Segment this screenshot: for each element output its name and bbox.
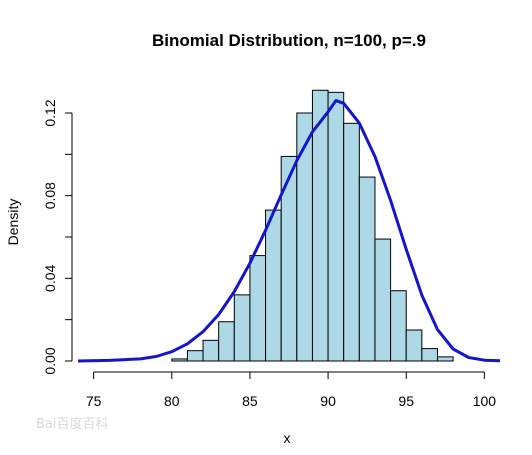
- histogram-bar: [405, 329, 423, 362]
- x-tick-label: 75: [86, 393, 102, 409]
- y-axis: 0.00 0.04 0.08 0.12: [42, 99, 73, 375]
- histogram-bar: [327, 91, 345, 362]
- histogram-bar: [202, 339, 220, 362]
- histogram-bar: [218, 321, 235, 362]
- histogram-bars: [171, 89, 454, 362]
- histogram-bar: [374, 238, 392, 362]
- y-tick-label: 0.00: [42, 347, 58, 374]
- histogram-bar: [358, 176, 376, 362]
- chart-title: Binomial Distribution, n=100, p=.9: [152, 31, 426, 50]
- x-axis-label: x: [284, 430, 291, 446]
- x-tick-label: 85: [242, 393, 258, 409]
- y-tick-label: 0.08: [42, 182, 58, 209]
- density-curve: [77, 99, 501, 363]
- x-tick-label: 95: [398, 393, 414, 409]
- x-tick-label: 80: [164, 393, 180, 409]
- histogram-bar: [436, 356, 454, 362]
- y-tick-label: 0.12: [42, 99, 58, 126]
- x-tick-label: 90: [320, 393, 336, 409]
- x-axis: 75 80 85 90 95 100: [86, 371, 497, 409]
- y-axis-label: Density: [5, 199, 21, 246]
- histogram-bar: [171, 358, 188, 362]
- histogram-bar: [343, 122, 360, 362]
- histogram-bar: [249, 255, 267, 362]
- y-tick-label: 0.04: [42, 264, 58, 291]
- histogram-bar: [265, 209, 282, 362]
- x-tick-label: 100: [473, 393, 497, 409]
- histogram-bar: [233, 294, 251, 362]
- histogram-bar: [186, 350, 204, 362]
- histogram-bar: [390, 290, 407, 362]
- histogram-bar: [296, 112, 313, 362]
- watermark: Bai百度百科: [36, 416, 109, 432]
- histogram-bar: [421, 348, 438, 362]
